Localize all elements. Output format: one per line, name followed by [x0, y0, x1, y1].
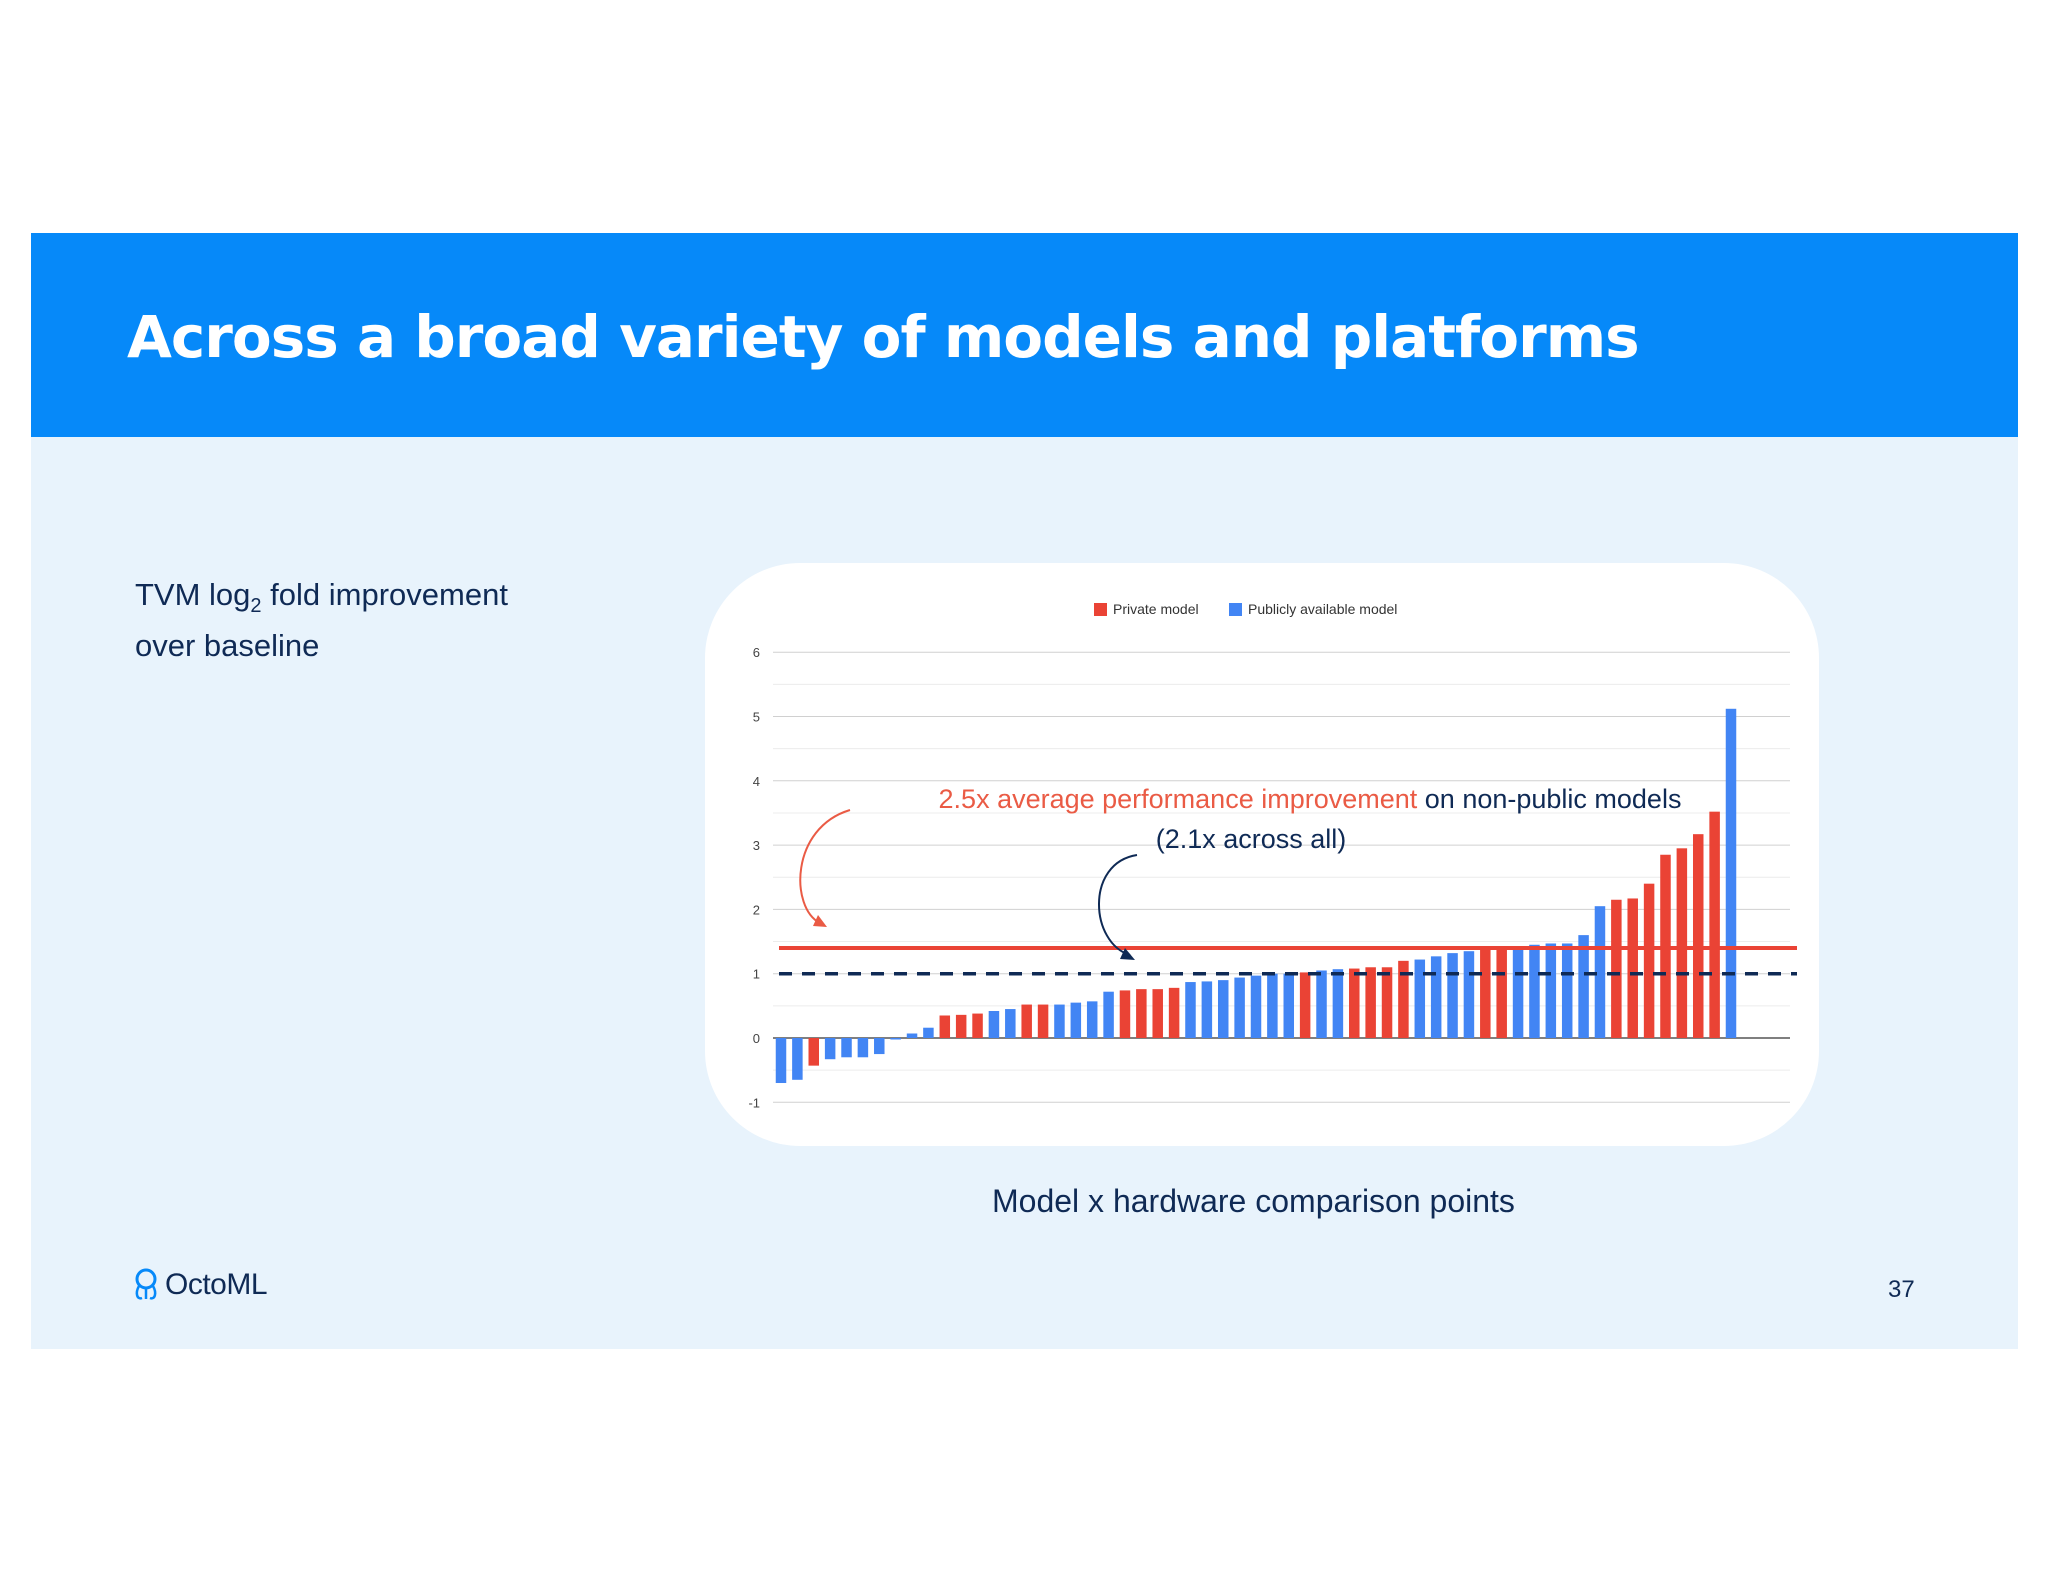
chart-card: 6 5 4 3 2 1 0 -1 Private model Publicly availab… [705, 563, 1819, 1146]
bar-public [824, 1038, 836, 1060]
legend: Private model Publicly available model [1094, 601, 1397, 617]
bar-private [1496, 947, 1507, 1038]
bar-public [857, 1038, 869, 1058]
slide-header: Across a broad variety of models and pla… [31, 233, 2018, 437]
annotation-red: 2.5x average performance improvement [939, 784, 1418, 814]
bar-private [808, 1038, 820, 1066]
bar-public [988, 1010, 1000, 1038]
bar-public [792, 1038, 803, 1080]
bar-private [1365, 967, 1376, 1038]
reference-lines [779, 945, 1797, 976]
bar-private [1299, 972, 1311, 1038]
bar-private [1480, 949, 1491, 1038]
bar-public [841, 1038, 852, 1058]
legend-label-public: Publicly available model [1248, 601, 1397, 617]
bar-private [1643, 883, 1655, 1038]
y-caption-rest: fold improvement [261, 577, 508, 612]
bar-private [1037, 1004, 1049, 1038]
bar-public [1529, 944, 1540, 1038]
octopus-logo-icon [135, 1268, 157, 1300]
bar-public [874, 1038, 885, 1055]
bar-public [1234, 977, 1245, 1038]
bar-private [955, 1014, 967, 1038]
bar-public [1250, 975, 1262, 1038]
bar-private [1398, 960, 1409, 1038]
bar-public [1103, 991, 1114, 1038]
y-caption-sub: 2 [250, 595, 262, 618]
y-tick-label: 4 [753, 774, 760, 789]
annotation-line1: 2.5x average performance improvement on … [939, 784, 1682, 814]
bar-private [1381, 967, 1393, 1038]
bar-public [1267, 973, 1278, 1038]
bar-private [1349, 968, 1360, 1038]
bar-private [1692, 834, 1704, 1038]
legend-swatch-private [1094, 603, 1107, 616]
slide-title: Across a broad variety of models and pla… [127, 303, 1640, 371]
logo-text: OctoML [165, 1268, 268, 1301]
y-caption-prefix: TVM log [135, 577, 251, 612]
bar-private [1152, 989, 1163, 1038]
annotation-arrowhead-dark [1120, 948, 1135, 960]
y-tick-label: 2 [753, 902, 760, 917]
y-tick-labels: 6 5 4 3 2 1 0 -1 [748, 645, 760, 1110]
bar-private [1021, 1004, 1032, 1038]
bar-public [1561, 943, 1573, 1038]
bar-public [1463, 951, 1475, 1038]
y-tick-label: 5 [753, 710, 760, 725]
x-axis-caption: Model x hardware comparison points [992, 1183, 1515, 1219]
bar-public [1316, 970, 1327, 1038]
y-axis-caption: TVM log2 fold improvement over baseline [135, 575, 508, 665]
bar-private [1676, 848, 1688, 1038]
bar-public [1545, 943, 1557, 1038]
bar-public [1185, 982, 1196, 1038]
bar-public [1217, 980, 1229, 1038]
y-tick-label: 0 [753, 1031, 760, 1046]
legend-swatch-public [1229, 603, 1242, 616]
bar-private [1119, 990, 1131, 1038]
bar-private [1611, 899, 1622, 1038]
bar-public [1332, 969, 1344, 1038]
bar-public [906, 1033, 918, 1038]
bar-private [972, 1013, 983, 1038]
bar-public [1594, 906, 1606, 1038]
annotation-dark: on non-public models [1417, 784, 1681, 814]
bar-public [1414, 959, 1426, 1038]
bar-private [1136, 989, 1147, 1038]
bar-public [923, 1027, 934, 1038]
annotation-arrow-dark [1098, 854, 1138, 956]
bar-public [775, 1038, 787, 1084]
bar-public [1447, 953, 1458, 1038]
bar-public [1070, 1002, 1082, 1038]
y-tick-label: -1 [748, 1095, 760, 1110]
y-tick-label: 1 [753, 967, 760, 982]
slide: Across a broad variety of models and pla… [31, 233, 2018, 1349]
y-tick-label: 3 [753, 838, 760, 853]
annotation-line2: (2.1x across all) [1156, 824, 1347, 854]
annotation-arrowhead-red [813, 915, 827, 927]
bar-public [1201, 981, 1213, 1038]
bar-private [939, 1015, 951, 1038]
bar-public [1512, 946, 1524, 1038]
y-caption-line2: over baseline [135, 628, 320, 664]
bar-private [1709, 811, 1720, 1038]
bar-public [1054, 1004, 1065, 1038]
y-tick-label: 6 [753, 645, 760, 660]
page-number: 37 [1888, 1276, 1915, 1303]
bar-private [1168, 987, 1180, 1038]
bar-public [1725, 708, 1737, 1038]
bar-private [1627, 898, 1638, 1038]
bar-public [1005, 1009, 1016, 1038]
legend-label-private: Private model [1113, 601, 1199, 617]
bar-public [1578, 935, 1589, 1038]
bars [775, 708, 1737, 1084]
annotation-arrow-red [799, 809, 851, 924]
octoml-logo: OctoML [131, 1267, 268, 1303]
bar-public [890, 1038, 901, 1040]
bar-chart: 6 5 4 3 2 1 0 -1 Private model Publicly availab… [748, 601, 1797, 1110]
bar-public [1430, 956, 1442, 1038]
bar-public [1283, 973, 1295, 1038]
bar-public [1086, 1001, 1098, 1038]
